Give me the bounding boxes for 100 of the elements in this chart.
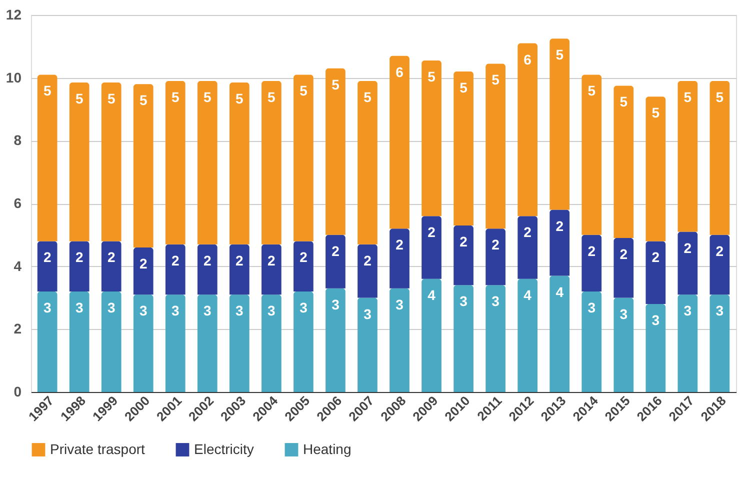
bar [294, 291, 314, 392]
data-label: 5 [204, 88, 212, 105]
bar [390, 288, 410, 392]
y-tick-label: 2 [14, 320, 22, 337]
data-label: 3 [396, 296, 404, 312]
bar [326, 234, 346, 288]
bar [678, 294, 698, 392]
data-label: 2 [171, 252, 180, 268]
data-label: 5 [652, 104, 660, 121]
bar [454, 225, 474, 286]
data-label: 3 [204, 302, 212, 319]
bar [646, 304, 666, 392]
legend-label: Heating [303, 440, 352, 457]
y-tick-label: 0 [14, 384, 22, 400]
legend-label: Electricity [194, 440, 254, 457]
bar [165, 80, 186, 244]
bar [710, 294, 730, 392]
bar [69, 291, 90, 392]
bar [101, 291, 122, 392]
data-label: 4 [524, 286, 532, 303]
data-label: 2 [43, 249, 52, 266]
data-label: 2 [556, 218, 564, 234]
legend-label: Private trasport [50, 440, 146, 457]
data-label: 3 [171, 302, 180, 319]
data-label: 2 [684, 240, 692, 256]
data-label: 2 [492, 236, 500, 253]
bar [230, 294, 250, 392]
bar [37, 241, 58, 292]
data-label: 5 [43, 82, 52, 99]
data-label: 5 [428, 68, 436, 85]
data-label: 2 [428, 224, 436, 240]
bar [358, 244, 378, 298]
data-label: 5 [300, 82, 308, 99]
bar [582, 291, 602, 392]
bar [294, 74, 314, 242]
bar [550, 210, 570, 276]
data-label: 3 [139, 302, 148, 319]
bar [358, 80, 378, 244]
bar [69, 82, 90, 242]
bar [678, 80, 698, 232]
bar [197, 244, 218, 295]
data-label: 2 [396, 236, 404, 253]
bar [486, 285, 506, 392]
bar [614, 238, 634, 298]
data-label: 5 [364, 88, 372, 105]
bar [197, 80, 218, 244]
y-tick-label: 10 [6, 69, 22, 86]
data-label: 3 [364, 306, 372, 322]
data-label: 2 [268, 252, 276, 268]
bar [390, 56, 410, 229]
bar [262, 80, 282, 244]
data-label: 5 [492, 72, 500, 88]
bar [550, 38, 570, 210]
data-label: 5 [268, 88, 276, 105]
bar [37, 74, 58, 242]
bar [582, 234, 602, 292]
data-label: 2 [620, 246, 628, 262]
data-label: 2 [460, 233, 468, 250]
data-label: 2 [204, 252, 212, 268]
data-label: 3 [460, 293, 468, 310]
data-label: 3 [684, 302, 692, 319]
data-label: 3 [300, 299, 308, 316]
data-label: 2 [300, 249, 308, 266]
bar [518, 278, 538, 392]
bar [165, 244, 186, 295]
data-label: 4 [556, 284, 564, 300]
bar [614, 86, 634, 238]
data-label: 5 [620, 94, 628, 110]
data-label: 3 [43, 299, 52, 316]
data-label: 5 [332, 76, 340, 92]
data-label: 5 [588, 82, 596, 99]
bar [646, 96, 666, 242]
y-tick-label: 8 [14, 132, 22, 148]
bar [262, 244, 282, 295]
bar [614, 298, 634, 392]
bar [326, 288, 346, 392]
bar [69, 241, 90, 292]
bar [422, 60, 442, 216]
data-label: 5 [556, 46, 564, 63]
data-label: 3 [620, 306, 628, 322]
bar [133, 247, 154, 295]
data-label: 2 [236, 252, 244, 268]
data-label: 6 [396, 64, 404, 80]
data-label: 5 [171, 88, 180, 105]
data-label: 5 [75, 90, 84, 107]
data-label: 2 [588, 242, 596, 259]
data-label: 2 [75, 249, 84, 266]
bar [550, 276, 570, 392]
data-label: 2 [524, 224, 532, 240]
data-label: 3 [716, 302, 724, 319]
data-label: 3 [492, 293, 500, 310]
bar [646, 241, 666, 304]
bar [486, 228, 506, 286]
data-label: 3 [588, 299, 596, 316]
data-label: 2 [332, 242, 340, 259]
data-label: 2 [139, 255, 148, 272]
bar [390, 228, 410, 288]
data-label: 3 [268, 302, 276, 319]
bar [454, 285, 474, 392]
bar [710, 234, 730, 295]
